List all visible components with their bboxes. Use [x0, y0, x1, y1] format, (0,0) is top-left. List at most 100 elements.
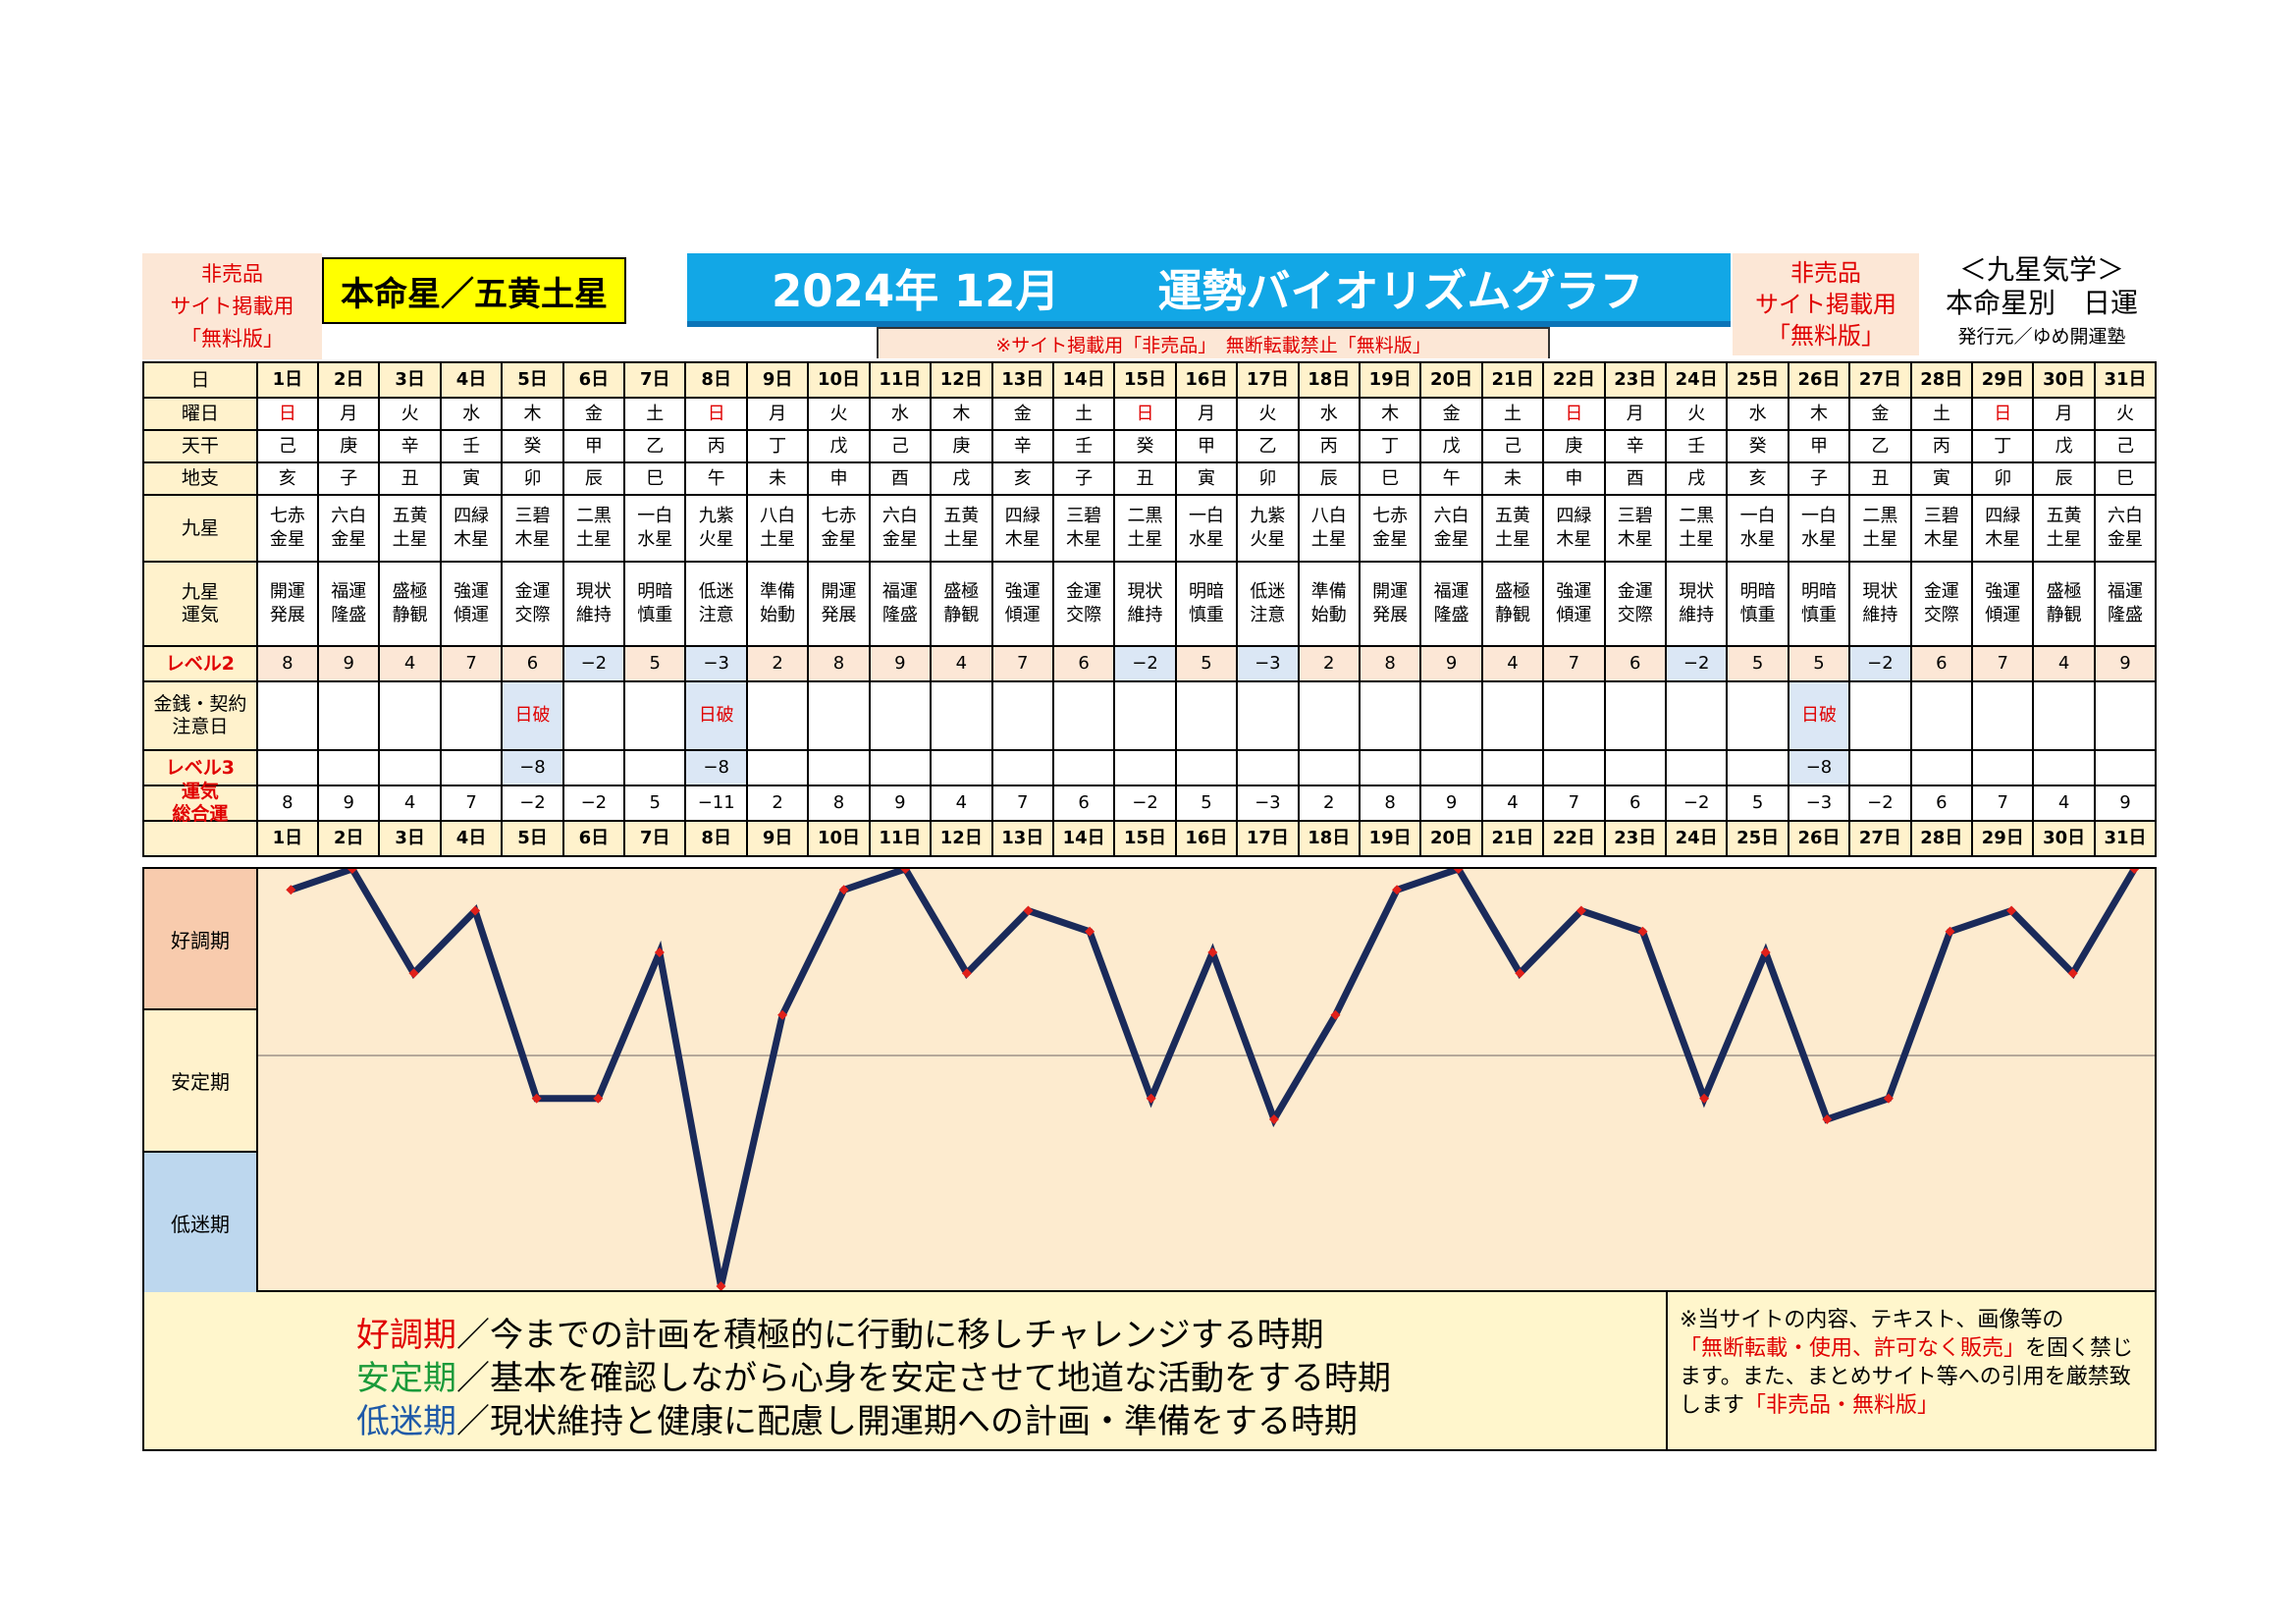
caution-cell — [1238, 682, 1300, 749]
luck-cell: 強運 傾運 — [1973, 563, 2035, 645]
level3-cell — [1544, 751, 1606, 785]
nine_star-cell: 二黒 土星 — [1850, 496, 1912, 561]
stem-cell: 丁 — [748, 431, 810, 461]
luck-cell: 開運 発展 — [258, 563, 320, 645]
data-point — [838, 885, 849, 895]
level2-cell: 7 — [1973, 647, 2035, 680]
total-cell: −2 — [1667, 786, 1729, 820]
day-number-cell: 3日 — [380, 822, 442, 855]
day-number-cell: 4日 — [441, 822, 504, 855]
caution-cell: 日破 — [503, 682, 564, 749]
caution-cell — [1300, 682, 1361, 749]
day-cell: 14日 — [1053, 363, 1116, 397]
data-point — [593, 1093, 604, 1104]
stem-cell: 甲 — [1789, 431, 1851, 461]
day-cell: 29日 — [1973, 363, 2035, 397]
total-cell: 4 — [380, 786, 442, 820]
day-number-cell: 17日 — [1238, 822, 1300, 855]
zone-low: 低迷期 — [144, 1153, 258, 1292]
nine_star-cell: 九紫 火星 — [1238, 496, 1300, 561]
total-cell: 7 — [1544, 786, 1606, 820]
weekday-cell: 日 — [258, 399, 320, 429]
caution-cell — [442, 682, 504, 749]
day-cell: 2日 — [319, 363, 381, 397]
level3-cell: −8 — [686, 751, 748, 785]
luck-cell: 低迷 注意 — [1238, 563, 1300, 645]
branch-cell: 子 — [319, 463, 381, 494]
row-stem: 天干己庚辛壬癸甲乙丙丁戊己庚辛壬癸甲乙丙丁戊己庚辛壬癸甲乙丙丁戊己 — [142, 431, 2158, 463]
day-cell: 3日 — [380, 363, 442, 397]
honmeisei-label: 本命星／五黄土星 — [322, 257, 626, 324]
total-cell: 7 — [1973, 786, 2035, 820]
stem-cell: 壬 — [1667, 431, 1729, 461]
caution-cell — [1544, 682, 1606, 749]
day-number-cell: 20日 — [1421, 822, 1483, 855]
day-number-cell: 16日 — [1176, 822, 1239, 855]
level2-cell: 8 — [257, 647, 320, 680]
stem-cell: 壬 — [442, 431, 504, 461]
row-label-level3: レベル3 — [142, 751, 258, 785]
luck-cell: 金運 交際 — [503, 563, 564, 645]
day-number-cell: 6日 — [563, 822, 626, 855]
data-point — [1945, 926, 1955, 937]
caution-cell — [1483, 682, 1545, 749]
row-level2: レベル2 8 9 4 7 6 −2 5 −3 2 8 9 4 7 6 −2 5 −3 2 8 9 4 7 6 −2 5 5 −2 6 7 4… — [142, 647, 2158, 682]
weekday-cell: 日 — [1973, 399, 2035, 429]
day-cell: 15日 — [1115, 363, 1177, 397]
day-cell: 24日 — [1666, 363, 1729, 397]
day-cell: 9日 — [747, 363, 810, 397]
kyusei-caption: ＜九星気学＞ 本命星別 日運 発行元／ゆめ開運塾 — [1945, 253, 2138, 348]
weekday-cell: 水 — [871, 399, 933, 429]
level3-cell — [564, 751, 626, 785]
weekday-cell: 金 — [564, 399, 626, 429]
row-day: 日 1日 2日 3日 4日 5日 6日 7日 8日 9日 10日 11日 12日 13日 14日 15日 16日… — [142, 361, 2158, 399]
nine_star-cell: 三碧 木星 — [1054, 496, 1116, 561]
caution-cell — [258, 682, 320, 749]
level2-cell: −2 — [563, 647, 626, 680]
data-point — [1699, 1093, 1710, 1104]
level2-cell: 7 — [441, 647, 504, 680]
luck-cell: 福運 隆盛 — [1421, 563, 1483, 645]
level3-cell — [1361, 751, 1422, 785]
total-cell: 5 — [1177, 786, 1239, 820]
level2-cell: 9 — [319, 647, 381, 680]
level2-cell: 5 — [1789, 647, 1851, 680]
caution-cell — [1973, 682, 2035, 749]
level3-cell — [1973, 751, 2035, 785]
caution-cell — [1177, 682, 1239, 749]
total-cell: 5 — [625, 786, 687, 820]
weekday-cell: 水 — [1300, 399, 1361, 429]
branch-cell: 亥 — [258, 463, 320, 494]
level2-cell: −3 — [686, 647, 748, 680]
total-cell: −2 — [1850, 786, 1912, 820]
stem-cell: 癸 — [503, 431, 564, 461]
luck-cell: 強運 傾運 — [993, 563, 1054, 645]
total-cell: 5 — [1728, 786, 1789, 820]
day-number-cell: 9日 — [747, 822, 810, 855]
caution-cell — [564, 682, 626, 749]
branch-cell: 寅 — [1177, 463, 1239, 494]
branch-cell: 酉 — [1606, 463, 1667, 494]
level3-cell — [1177, 751, 1239, 785]
caution-cell — [319, 682, 381, 749]
luck-cell: 強運 傾運 — [442, 563, 504, 645]
caution-cell — [809, 682, 871, 749]
level2-cell: 6 — [1911, 647, 1974, 680]
total-cell: 2 — [1300, 786, 1361, 820]
weekday-cell: 土 — [625, 399, 687, 429]
day-cell: 11日 — [870, 363, 933, 397]
level3-cell — [932, 751, 993, 785]
caution-cell — [1115, 682, 1177, 749]
day-number-cell: 21日 — [1482, 822, 1545, 855]
legend-good: 好調期／今までの計画を積極的に行動に移しチャレンジする時期 — [356, 1316, 1324, 1355]
row-label-branch: 地支 — [142, 463, 258, 494]
stem-cell: 丙 — [1912, 431, 1974, 461]
copy-warning: ※サイト掲載用「非売品」 無断転載禁止「無料版」 — [877, 327, 1550, 358]
stem-cell: 乙 — [1238, 431, 1300, 461]
luck-cell: 準備 始動 — [1300, 563, 1361, 645]
nine_star-cell: 五黄 土星 — [2034, 496, 2096, 561]
caution-cell — [748, 682, 810, 749]
level3-cell — [993, 751, 1054, 785]
legend-low: 低迷期／現状維持と健康に配慮し開運期への計画・準備をする時期 — [356, 1402, 1358, 1441]
fortune-table: 日 1日 2日 3日 4日 5日 6日 7日 8日 9日 10日 11日 12日 13日 14日 15日 16日… — [142, 361, 2158, 857]
